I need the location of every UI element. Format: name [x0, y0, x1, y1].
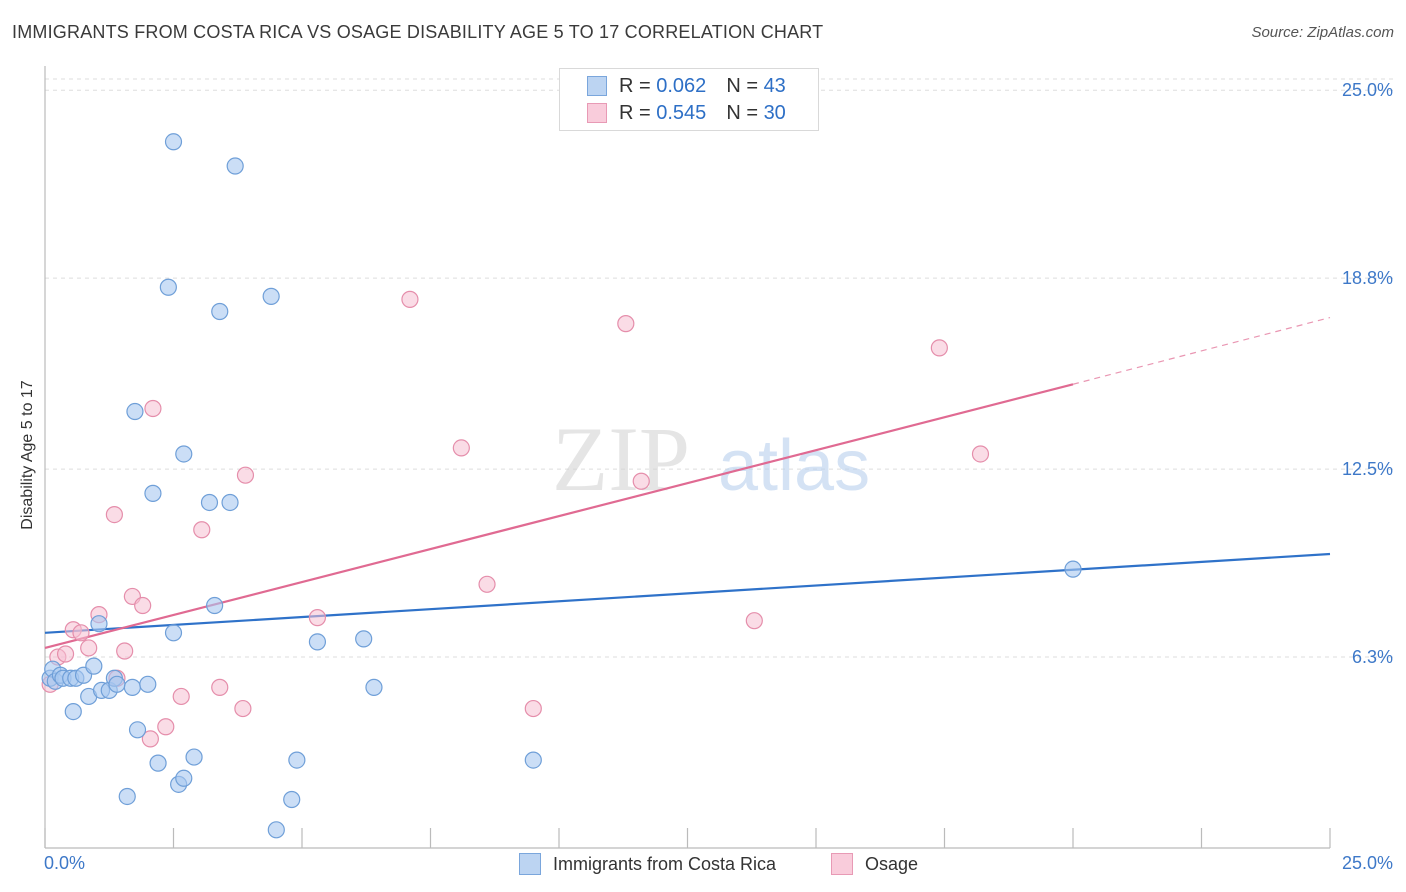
y-tick-label: 25.0% — [1342, 80, 1393, 100]
stats-legend: R = 0.062 N = 43 R = 0.545 N = 30 — [559, 68, 819, 131]
legend-r-value: 0.062 — [656, 74, 707, 97]
osage-point — [745, 612, 763, 630]
osage-point — [524, 699, 542, 718]
costa-rica-point — [288, 751, 306, 769]
bottom-legend-swatch-pink — [831, 853, 853, 875]
costa-rica-point — [206, 596, 224, 615]
costa-rica-point — [524, 751, 542, 769]
costa-rica-point — [308, 633, 327, 651]
osage-point — [157, 718, 175, 736]
tick-labels: 6.3% 12.5% 18.8% 25.0% 0.0% 25.0% — [44, 80, 1393, 873]
osage-point — [308, 609, 327, 627]
costa-rica-point — [283, 790, 301, 809]
trend-lines — [44, 316, 1331, 650]
bottom-legend-label: Osage — [865, 853, 919, 874]
bottom-legend-osage: Osage — [831, 852, 918, 876]
costa-rica-point — [90, 615, 108, 633]
costa-rica-point — [164, 624, 183, 642]
osage-point — [930, 339, 948, 357]
osage-point — [105, 505, 123, 524]
grid-lines — [45, 78, 1395, 658]
costa-rica-point — [128, 721, 147, 739]
osage-point — [144, 399, 162, 418]
watermark: ZIP atlas — [552, 408, 870, 510]
bottom-legend-label: Immigrants from Costa Rica — [553, 853, 777, 874]
watermark-atlas: atlas — [718, 426, 870, 506]
osage-point — [971, 445, 990, 463]
costa-rica-point — [139, 675, 157, 693]
legend-row-costa-rica: R = 0.062 N = 43 — [560, 73, 786, 99]
costa-rica-point — [262, 287, 280, 305]
costa-rica-point — [1064, 560, 1082, 578]
costa-rica-point — [221, 493, 239, 512]
costa-rica-point — [126, 402, 144, 421]
osage-point — [211, 678, 229, 696]
bottom-legend-costa-rica: Immigrants from Costa Rica — [519, 852, 776, 876]
costa-rica-point — [226, 157, 244, 175]
trend-line-costa-rica — [44, 552, 1331, 634]
costa-rica-point — [144, 484, 162, 502]
y-tick-label: 12.5% — [1342, 459, 1393, 479]
legend-swatch-pink — [587, 103, 607, 123]
osage-point — [172, 687, 190, 706]
costa-rica-point — [211, 302, 229, 321]
costa-rica-point — [85, 657, 103, 675]
legend-r-value: 0.545 — [656, 101, 707, 124]
legend-r-label: R = — [619, 101, 651, 124]
data-points — [41, 133, 1082, 839]
legend-row-osage: R = 0.545 N = 30 — [560, 100, 786, 126]
costa-rica-point — [185, 748, 203, 766]
costa-rica-point — [64, 703, 82, 721]
legend-r-label: R = — [619, 74, 651, 97]
costa-rica-point — [355, 630, 373, 648]
watermark-zip: ZIP — [552, 408, 690, 510]
legend-n-value: 43 — [763, 74, 786, 97]
costa-rica-point — [123, 678, 141, 696]
bottom-legend-swatch-blue — [519, 853, 541, 875]
costa-rica-point — [200, 493, 219, 512]
osage-point — [116, 642, 134, 660]
x-tick-label: 0.0% — [44, 853, 85, 873]
osage-point — [234, 699, 252, 718]
costa-rica-point — [159, 278, 177, 296]
costa-rica-point — [118, 787, 136, 806]
osage-point — [632, 472, 650, 490]
costa-rica-point — [164, 133, 183, 151]
axes — [44, 66, 1331, 849]
osage-point — [72, 624, 90, 642]
osage-point — [236, 466, 255, 484]
costa-rica-point — [267, 821, 285, 839]
legend-n-label: N = — [726, 74, 758, 97]
legend-n-value: 30 — [763, 101, 786, 124]
trend-line-osage-extension — [1072, 316, 1331, 385]
costa-rica-point — [149, 754, 167, 772]
osage-point — [141, 730, 159, 748]
osage-point — [452, 439, 470, 457]
osage-point — [401, 290, 419, 308]
osage-point — [56, 645, 75, 663]
costa-rica-point — [175, 445, 193, 463]
costa-rica-point — [365, 678, 383, 696]
y-tick-label: 18.8% — [1342, 268, 1393, 288]
osage-point — [80, 639, 98, 657]
osage-point — [478, 575, 496, 593]
osage-point — [617, 315, 635, 333]
osage-point — [193, 521, 211, 539]
costa-rica-point — [108, 675, 126, 693]
x-tick-label: 25.0% — [1342, 853, 1393, 873]
costa-rica-point — [175, 769, 193, 787]
chart-title: IMMIGRANTS FROM COSTA RICA VS OSAGE DISA… — [12, 22, 824, 42]
osage-point — [134, 596, 152, 615]
source-credit: Source: ZipAtlas.com — [1251, 24, 1394, 41]
legend-n-label: N = — [726, 101, 758, 124]
legend-swatch-blue — [587, 76, 607, 96]
y-tick-label: 6.3% — [1352, 647, 1393, 667]
